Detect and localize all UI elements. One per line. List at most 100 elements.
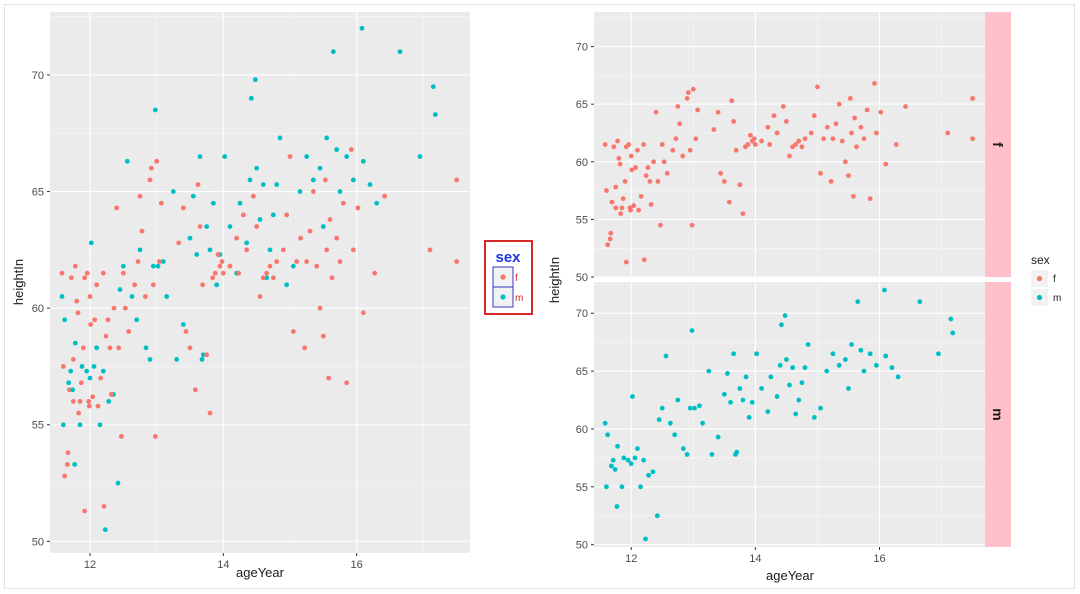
left-point-f <box>355 205 361 211</box>
facet-f-point-f <box>970 96 975 101</box>
left-point-f <box>60 364 66 369</box>
left-point-f <box>274 259 280 264</box>
left-point-m <box>344 154 350 159</box>
facet-f-point-f <box>607 236 613 242</box>
facet-f-point-f <box>622 178 628 184</box>
facet-m-point-m <box>917 299 923 305</box>
left-point-f <box>95 403 101 409</box>
left-x-tick-labels: 12 14 16 <box>84 553 363 571</box>
facet-f-point-f <box>970 136 975 142</box>
facet-m-point-m <box>602 420 608 426</box>
facet-f-point-f <box>883 161 889 167</box>
left-point-m <box>350 177 356 183</box>
left-point-f <box>236 270 242 276</box>
left-point-m <box>102 527 108 533</box>
facet-m-point-m <box>802 365 808 371</box>
left-point-f <box>147 177 153 183</box>
facet-m-point-m <box>687 405 693 411</box>
left-point-f <box>360 310 366 316</box>
left-x-tick-label: 16 <box>351 559 363 571</box>
left-point-f <box>105 317 111 323</box>
facet-f-point-f <box>847 96 853 101</box>
left-point-m <box>430 84 436 90</box>
facet-f-point-f <box>767 142 773 147</box>
left-point-f <box>108 392 114 397</box>
facet-m-x-tick-label: 12 <box>625 553 637 565</box>
facet-f-point-f <box>641 142 647 147</box>
facet-m-point-m <box>614 504 620 509</box>
facet-m-point-m <box>605 432 611 438</box>
facet-m-point-m <box>721 391 727 397</box>
left-point-f <box>135 259 141 264</box>
facet-f-point-f <box>821 136 827 142</box>
left-point-f <box>454 177 460 183</box>
facet-m-point-m <box>768 374 774 380</box>
left-point-m <box>252 77 258 83</box>
facet-m-point-m <box>656 417 662 423</box>
facet-m-point-m <box>882 287 887 293</box>
left-point-m <box>94 345 100 351</box>
left-point-f <box>80 345 86 351</box>
facet-m-point-m <box>759 386 764 391</box>
facet-m-point-m <box>635 446 640 452</box>
left-point-f <box>250 193 256 199</box>
facet-f-point-f <box>611 144 617 150</box>
facet-m-point-m <box>793 411 799 417</box>
facet-m-point-m <box>830 351 836 357</box>
facet-f-point-f <box>648 202 654 207</box>
left-point-f <box>78 380 84 386</box>
left-point-f <box>284 212 290 218</box>
facet-m-point-m <box>612 467 618 472</box>
left-point-f <box>86 403 92 409</box>
facet-f-point-f <box>613 205 619 211</box>
facet-m-point-m <box>737 386 743 391</box>
left-legend: sex f m <box>484 240 533 315</box>
left-point-f <box>220 270 226 276</box>
left-point-m <box>432 112 438 118</box>
facet-m-point-m <box>630 394 635 399</box>
left-point-f <box>310 189 316 194</box>
facet-m-point-m <box>895 374 901 380</box>
facet-f-y-tick-label: 50 <box>576 272 588 284</box>
facet-f-point-f <box>864 107 870 113</box>
left-point-m <box>330 49 336 55</box>
left-point-m <box>150 263 156 269</box>
left-x-tick-label: 14 <box>217 559 229 571</box>
facet-f-point-f <box>842 159 848 165</box>
facet-m-point-m <box>861 368 867 374</box>
facet-f-point-f <box>878 109 884 115</box>
facet-f-point-f <box>737 182 743 188</box>
left-point-m <box>397 49 403 55</box>
left-point-m <box>277 135 283 141</box>
left-point-m <box>72 461 78 467</box>
facet-f-point-f <box>651 159 656 165</box>
facet-m-y-tick-label: 55 <box>576 482 588 494</box>
left-point-f <box>137 193 143 199</box>
left-point-f <box>75 310 81 316</box>
facet-m-point-m <box>625 457 631 463</box>
facet-f-point-f <box>615 138 620 144</box>
left-point-f <box>142 294 148 299</box>
left-point-f <box>100 270 106 276</box>
facet-f-point-f <box>824 124 830 130</box>
facet-m-point-m <box>621 455 627 461</box>
facet-f-point-f <box>659 142 665 147</box>
facet-f-point-f <box>945 130 951 136</box>
facet-f-point-f <box>629 167 635 173</box>
left-point-m <box>367 182 373 187</box>
facet-f-point-f <box>796 138 802 144</box>
left-point-m <box>270 212 276 218</box>
left-point-m <box>254 165 260 171</box>
facet-f-point-f <box>635 147 640 153</box>
left-point-m <box>152 107 158 113</box>
right-legend-title: sex <box>1031 253 1050 267</box>
left-point-f <box>180 205 186 211</box>
facet-m-point-m <box>783 357 789 362</box>
facet-f-y-tick-label: 70 <box>576 42 588 54</box>
left-x-tick-label: 12 <box>84 559 96 571</box>
left-point-m <box>267 247 273 253</box>
facet-m-point-m <box>805 342 811 347</box>
facet-m-point-m <box>948 316 954 322</box>
facet-f-y-tick-label: 65 <box>576 99 588 111</box>
left-point-m <box>304 154 310 159</box>
